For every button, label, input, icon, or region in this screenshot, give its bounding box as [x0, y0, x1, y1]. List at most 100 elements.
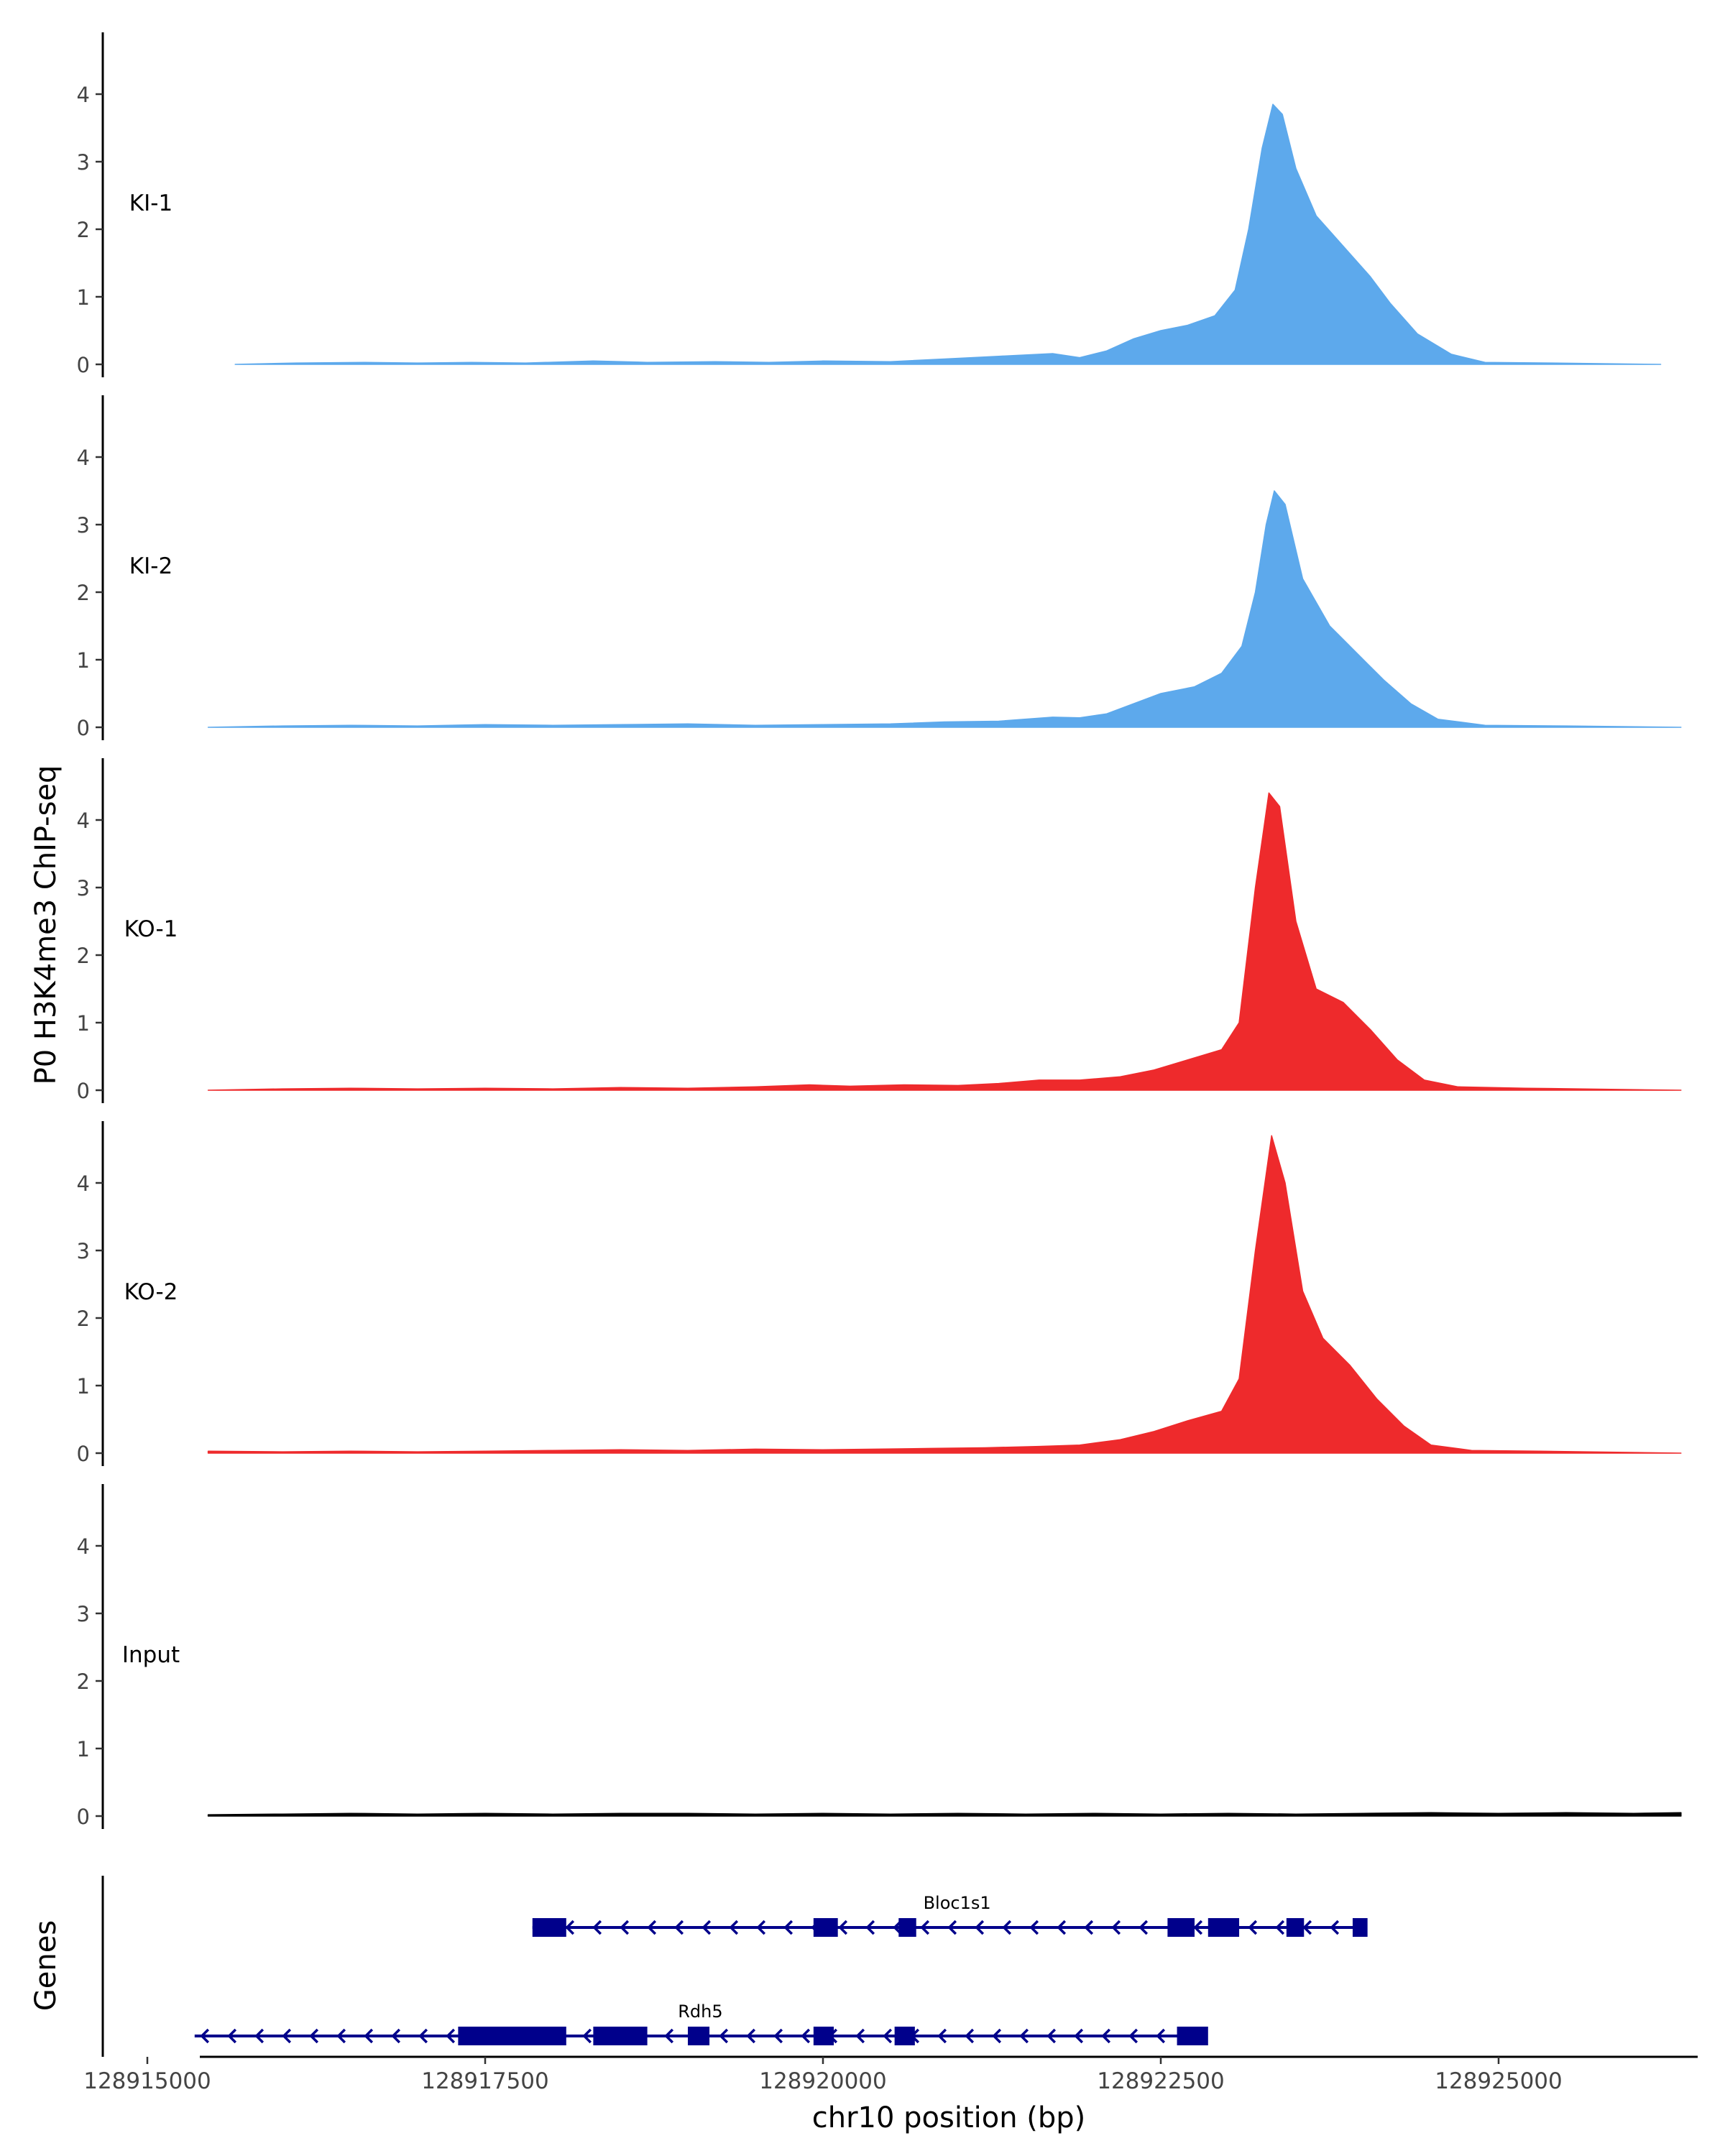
strand-arrow	[883, 2028, 893, 2044]
strand-arrow	[664, 2028, 674, 2044]
signal-area	[207, 1812, 1682, 1817]
strand-arrow	[1248, 1920, 1258, 1935]
y-tick-label: 1	[77, 1737, 90, 1761]
y-tick-label: 1	[77, 285, 90, 310]
x-axis: 128915000 128917500 128920000 128922500 1289…	[83, 2055, 1698, 2094]
strand-arrow	[1128, 2028, 1138, 2044]
track-label: KI-1	[129, 190, 172, 216]
strand-arrow	[309, 2028, 319, 2044]
y-tick-label: 3	[77, 513, 90, 538]
exon-block	[813, 2027, 834, 2045]
strand-arrow	[1302, 1920, 1312, 1935]
strand-arrow	[783, 1920, 794, 1935]
strand-arrow	[1046, 2028, 1057, 2044]
strand-arrow	[364, 2028, 374, 2044]
strand-arrow	[729, 1920, 739, 1935]
exon-block	[894, 2027, 915, 2045]
strand-arrow	[1074, 2028, 1084, 2044]
strand-arrow	[592, 1920, 602, 1935]
strand-arrow	[719, 2028, 729, 2044]
track-label: Input	[122, 1642, 180, 1668]
genes-track: Genes Bloc1s1 Rdh5	[29, 1876, 1368, 2057]
y-tick-label: 1	[77, 648, 90, 673]
strand-arrow	[746, 2028, 756, 2044]
strand-arrow	[1002, 1920, 1012, 1935]
y-tick-label: 4	[77, 1534, 90, 1559]
exon-block	[688, 2027, 710, 2045]
signal-area	[207, 1135, 1682, 1454]
y-tick-label: 4	[77, 808, 90, 833]
y-tick-label: 3	[77, 876, 90, 900]
exon-block	[593, 2027, 648, 2045]
y-tick-label: 2	[77, 1307, 90, 1331]
track-ko-1: 0 1 2 3 4 KO-1	[77, 758, 1682, 1103]
x-tick-label: 128922500	[1097, 2068, 1225, 2094]
y-tick-label: 4	[77, 1171, 90, 1196]
strand-arrow	[446, 2028, 456, 2044]
strand-arrow	[1019, 2028, 1029, 2044]
y-tick-label: 0	[77, 1079, 90, 1103]
x-axis-label: chr10 position (bp)	[812, 2101, 1086, 2134]
strand-arrow	[200, 2028, 210, 2044]
gene-name: Rdh5	[678, 2001, 722, 2022]
strand-arrow	[1156, 2028, 1166, 2044]
y-tick-label: 0	[77, 353, 90, 377]
gene-name: Bloc1s1	[924, 1893, 991, 1913]
strand-arrow	[773, 2028, 783, 2044]
exon-block	[1177, 2027, 1208, 2045]
gene-bloc1s1: Bloc1s1	[532, 1893, 1368, 1937]
strand-arrow	[1330, 1920, 1340, 1935]
track-ko-2: 0 1 2 3 4 KO-2	[77, 1121, 1682, 1466]
strand-arrow	[965, 2028, 975, 2044]
x-tick-label: 128920000	[759, 2068, 887, 2094]
signal-area	[207, 792, 1682, 1091]
exon-block	[1286, 1918, 1305, 1937]
coverage-tracks: 0 1 2 3 4 KI-1 0 1 2 3 4 KI-2 0 1 2 3 4 KO-1 0 1 2 3 4 KO-2 0 1 2 3…	[77, 32, 1682, 1829]
strand-arrow	[565, 1920, 575, 1935]
strand-arrow	[1193, 1920, 1203, 1935]
signal-area	[234, 103, 1662, 365]
strand-arrow	[838, 1920, 848, 1935]
track-label: KI-2	[129, 553, 172, 579]
strand-arrow	[282, 2028, 292, 2044]
y-tick-label: 3	[77, 1602, 90, 1626]
y-tick-label: 2	[77, 218, 90, 242]
strand-arrow	[391, 2028, 401, 2044]
exon-block	[532, 1918, 566, 1937]
track-input: 0 1 2 3 4 Input	[77, 1484, 1682, 1829]
signal-area	[207, 490, 1682, 728]
y-tick-label: 1	[77, 1374, 90, 1399]
strand-arrow	[756, 1920, 766, 1935]
y-tick-label: 3	[77, 150, 90, 175]
strand-arrow	[855, 2028, 865, 2044]
strand-arrow	[1084, 1920, 1094, 1935]
strand-arrow	[947, 1920, 957, 1935]
strand-arrow	[1111, 1920, 1121, 1935]
strand-arrow	[992, 2028, 1002, 2044]
exon-block	[458, 2027, 566, 2045]
strand-arrow	[227, 2028, 237, 2044]
strand-arrow	[1275, 1920, 1285, 1935]
strand-arrow	[1101, 2028, 1111, 2044]
exon-block	[1352, 1918, 1368, 1937]
y-tick-label: 2	[77, 1669, 90, 1694]
track-ki-1: 0 1 2 3 4 KI-1	[77, 32, 1662, 377]
strand-arrow	[801, 2028, 811, 2044]
x-tick-label: 128925000	[1435, 2068, 1563, 2094]
strand-arrow	[1029, 1920, 1039, 1935]
strand-arrow	[582, 2028, 592, 2044]
strand-arrow	[920, 1920, 930, 1935]
y-tick-label: 2	[77, 581, 90, 605]
y-tick-label: 1	[77, 1011, 90, 1036]
strand-arrow	[418, 2028, 428, 2044]
strand-arrow	[620, 1920, 630, 1935]
y-tick-label: 0	[77, 716, 90, 740]
exon-block	[898, 1918, 916, 1937]
y-tick-label: 4	[77, 83, 90, 107]
track-ki-2: 0 1 2 3 4 KI-2	[77, 395, 1682, 740]
exon-block	[813, 1918, 838, 1937]
track-label: KO-2	[124, 1279, 178, 1305]
strand-arrow	[647, 1920, 657, 1935]
x-tick-label: 128915000	[83, 2068, 211, 2094]
x-tick-label: 128917500	[421, 2068, 549, 2094]
